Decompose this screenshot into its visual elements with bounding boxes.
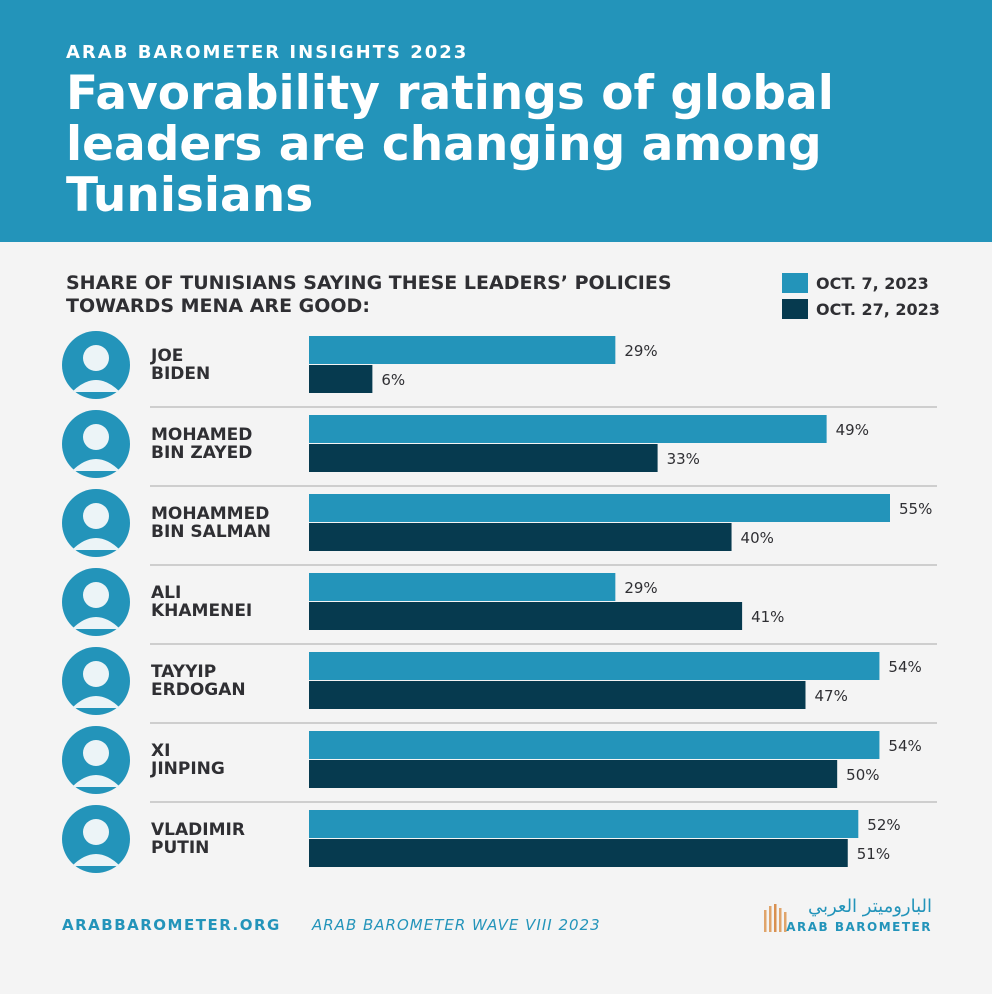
category-label: MOHAMMED <box>151 504 269 524</box>
bar-oct27 <box>309 681 806 709</box>
category-label: ALI <box>151 583 181 603</box>
bar-oct27 <box>309 602 743 630</box>
bar-oct7 <box>309 494 890 522</box>
logo-arabic-text: الباروميتر العربي <box>807 896 932 917</box>
portrait-body-icon <box>72 775 120 787</box>
portrait-head-icon <box>83 424 109 450</box>
bar-oct7 <box>309 336 616 364</box>
category-label: JOE <box>150 346 183 366</box>
data-label: 33% <box>667 450 700 468</box>
category-label: ERDOGAN <box>151 680 246 700</box>
arab-barometer-logo: الباروميتر العربي ARAB BAROMETER <box>762 896 942 936</box>
category-label: TAYYIP <box>151 662 216 682</box>
category-label: BIDEN <box>151 364 210 384</box>
eyebrow-text: ARAB BAROMETER INSIGHTS 2023 <box>66 42 469 63</box>
bar-oct27 <box>309 523 732 551</box>
legend: OCT. 7, 2023 OCT. 27, 2023 <box>782 270 940 322</box>
data-label: 51% <box>857 845 890 863</box>
bar-oct27 <box>309 365 373 393</box>
category-label: VLADIMIR <box>151 820 245 840</box>
portrait-head-icon <box>83 582 109 608</box>
data-label: 54% <box>888 658 921 676</box>
legend-label-oct27: OCT. 27, 2023 <box>816 299 940 319</box>
data-label: 29% <box>624 342 657 360</box>
data-label: 49% <box>836 421 869 439</box>
category-label: XI <box>151 741 170 761</box>
data-label: 47% <box>814 687 847 705</box>
portrait-head-icon <box>83 740 109 766</box>
footer-source: ARAB BAROMETER WAVE VIII 2023 <box>312 916 601 934</box>
portrait-body-icon <box>72 380 120 392</box>
portrait-body-icon <box>72 538 120 550</box>
bar-oct7 <box>309 810 859 838</box>
category-label: BIN SALMAN <box>151 522 271 542</box>
header-banner: ARAB BAROMETER INSIGHTS 2023 Favorabilit… <box>0 0 992 242</box>
portrait-body-icon <box>72 854 120 866</box>
data-label: 55% <box>899 500 932 518</box>
category-label: MOHAMED <box>151 425 252 445</box>
bar-oct27 <box>309 444 658 472</box>
logo-bars-icon <box>764 904 787 932</box>
portrait-body-icon <box>72 696 120 708</box>
category-label: JINPING <box>150 759 225 779</box>
legend-item-oct7: OCT. 7, 2023 <box>782 270 940 296</box>
legend-item-oct27: OCT. 27, 2023 <box>782 296 940 322</box>
bar-oct27 <box>309 839 848 867</box>
portrait-body-icon <box>72 617 120 629</box>
legend-swatch-oct27 <box>782 299 808 319</box>
portrait-head-icon <box>83 661 109 687</box>
legend-swatch-oct7 <box>782 273 808 293</box>
page-title: Favorability ratings of global leaders a… <box>66 66 834 223</box>
data-label: 41% <box>751 608 784 626</box>
portrait-head-icon <box>83 503 109 529</box>
portrait-body-icon <box>72 459 120 471</box>
data-label: 50% <box>846 766 879 784</box>
logo-english-text: ARAB BAROMETER <box>786 920 932 934</box>
portrait-head-icon <box>83 345 109 371</box>
data-label: 29% <box>624 579 657 597</box>
bar-oct7 <box>309 573 616 601</box>
legend-label-oct7: OCT. 7, 2023 <box>816 273 929 293</box>
category-label: BIN ZAYED <box>151 443 252 463</box>
data-label: 40% <box>741 529 774 547</box>
portrait-head-icon <box>83 819 109 845</box>
data-label: 54% <box>888 737 921 755</box>
chart-subtitle: SHARE OF TUNISIANS SAYING THESE LEADERS’… <box>66 272 672 317</box>
bar-oct7 <box>309 415 827 443</box>
footer-url-link[interactable]: ARABBAROMETER.ORG <box>62 916 281 934</box>
bar-oct7 <box>309 652 880 680</box>
data-label: 52% <box>867 816 900 834</box>
data-label: 6% <box>381 371 405 389</box>
category-label: KHAMENEI <box>151 601 252 621</box>
bar-oct27 <box>309 760 838 788</box>
category-label: PUTIN <box>151 838 209 858</box>
bar-oct7 <box>309 731 880 759</box>
